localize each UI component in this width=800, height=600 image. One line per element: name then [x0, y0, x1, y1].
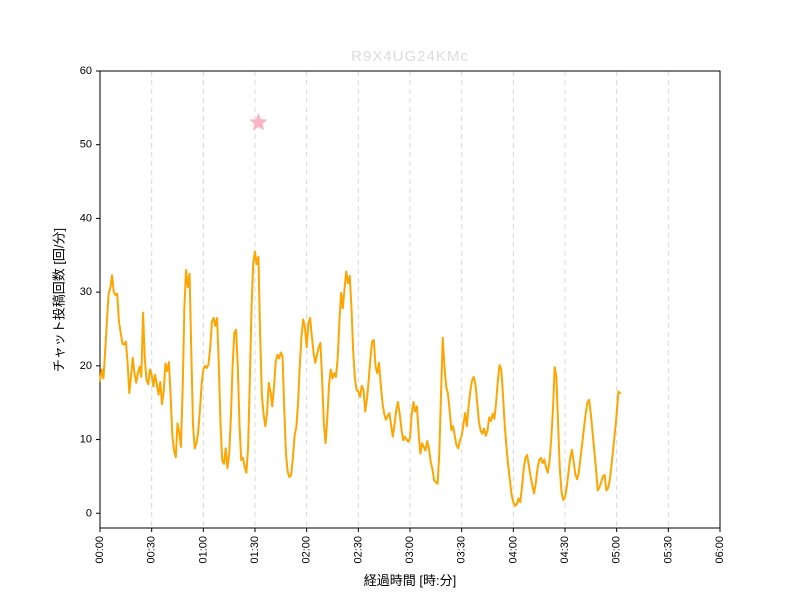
y-tick-label: 30 [80, 286, 92, 298]
y-tick-label: 0 [86, 507, 92, 519]
x-axis-label: 経過時間 [時:分] [363, 573, 457, 588]
axes-box [99, 70, 721, 529]
x-tick-label: 02:00 [301, 536, 313, 564]
line-series [99, 250, 622, 507]
y-tick-label: 50 [80, 139, 92, 151]
y-tick-label: 20 [80, 360, 92, 372]
x-tick-label: 04:30 [559, 536, 571, 564]
x-tick-label: 00:00 [94, 536, 106, 564]
axis-tick-labels: 00:00 00:30 01:00 01:30 02:00 02:30 03:00 03:30… [80, 65, 726, 564]
y-tick-label: 40 [80, 212, 92, 224]
y-tick-label: 10 [80, 434, 92, 446]
x-tick-label: 00:30 [146, 536, 158, 564]
x-tick-label: 01:00 [197, 536, 209, 564]
star-marker [249, 113, 268, 131]
y-tick-label: 60 [80, 65, 92, 77]
x-tick-label: 05:30 [662, 536, 674, 564]
x-tick-label: 02:30 [352, 536, 364, 564]
x-tick-label: 05:00 [611, 536, 623, 564]
chart-title-watermark: R9X4UG24KMc [351, 48, 469, 65]
x-tick-label: 04:00 [507, 536, 519, 564]
y-axis-label: チャット投稿回数 [回/分] [51, 227, 67, 373]
axis-ticks [96, 70, 721, 532]
gridlines [151, 71, 669, 528]
x-tick-label: 06:00 [714, 536, 726, 564]
x-tick-label: 03:30 [456, 536, 468, 564]
x-tick-label: 03:00 [404, 536, 416, 564]
x-tick-label: 01:30 [249, 536, 261, 564]
